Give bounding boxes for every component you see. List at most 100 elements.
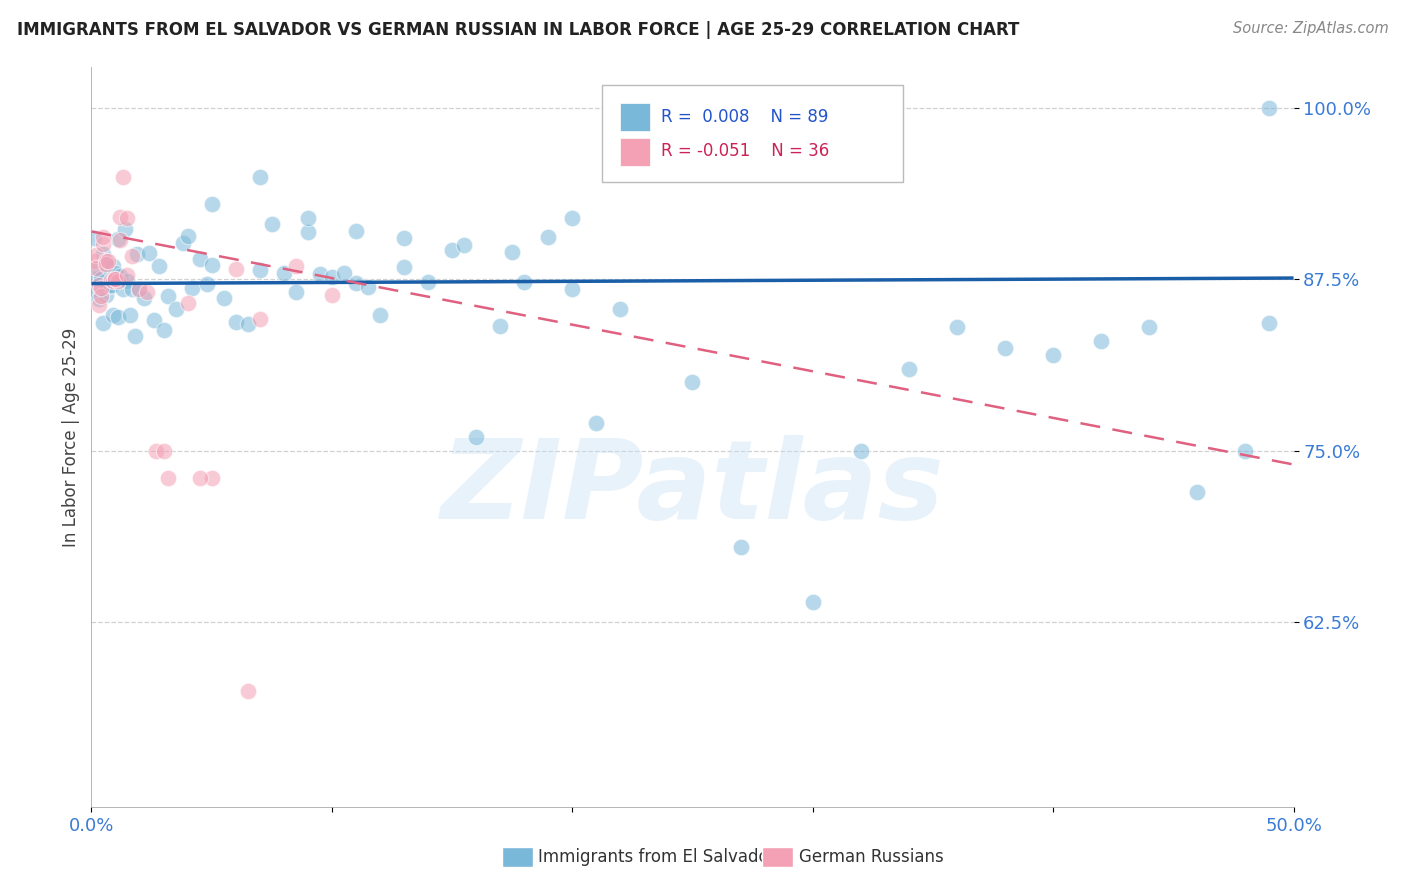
FancyBboxPatch shape (602, 86, 903, 182)
Point (1187, 484, 1209, 499)
Point (90, 272, 112, 286)
Point (114, 222, 136, 236)
Point (121, 282, 143, 296)
Point (440, 243, 463, 257)
Bar (620, 103, 651, 131)
Point (681, 376, 703, 390)
Point (124, 329, 146, 343)
Point (201, 259, 224, 273)
Point (368, 308, 391, 322)
Point (94, 254, 117, 268)
Point (83, 254, 105, 268)
Point (585, 417, 607, 431)
Point (308, 267, 330, 281)
Point (87, 298, 110, 312)
Point (134, 291, 156, 305)
Point (849, 443, 872, 458)
Point (344, 276, 367, 290)
Point (392, 231, 415, 245)
Text: ZIPatlas: ZIPatlas (440, 435, 945, 542)
Point (513, 275, 536, 289)
Point (416, 275, 439, 289)
Bar (620, 138, 651, 166)
Point (107, 274, 129, 288)
Point (284, 285, 307, 300)
Point (609, 301, 631, 316)
Point (117, 268, 139, 282)
Point (1042, 348, 1064, 362)
Point (453, 238, 475, 252)
Point (84, 260, 107, 275)
Point (249, 312, 271, 326)
Point (188, 471, 211, 485)
Point (225, 315, 247, 329)
Text: Immigrants from El Salvador: Immigrants from El Salvador (538, 848, 776, 866)
Point (357, 280, 380, 294)
Point (172, 236, 194, 251)
Point (93, 230, 115, 244)
Point (128, 282, 150, 296)
Point (181, 280, 204, 294)
Point (90, 288, 112, 302)
Point (730, 540, 752, 554)
Point (100, 278, 122, 293)
Point (225, 261, 247, 276)
Point (537, 230, 560, 244)
Point (110, 211, 132, 225)
Point (148, 259, 170, 273)
Point (84, 284, 107, 298)
Point (104, 272, 127, 286)
Point (94, 257, 117, 271)
Point (93, 236, 115, 251)
Point (561, 282, 583, 296)
Point (897, 361, 920, 376)
Point (87, 277, 110, 292)
Point (1258, 316, 1281, 330)
Point (236, 317, 259, 331)
Point (321, 288, 343, 302)
Point (135, 285, 157, 300)
Point (1090, 334, 1112, 348)
Point (90, 280, 112, 294)
Point (201, 471, 224, 485)
Point (100, 273, 122, 287)
Point (157, 289, 180, 303)
Point (93, 316, 115, 330)
Text: R =  0.008    N = 89: R = 0.008 N = 89 (661, 108, 828, 126)
Point (101, 308, 124, 322)
Point (801, 594, 824, 608)
Point (165, 302, 187, 317)
Point (157, 471, 180, 485)
Point (561, 211, 583, 225)
Point (84, 271, 107, 285)
Point (104, 266, 127, 280)
Text: German Russians: German Russians (799, 848, 943, 866)
Point (249, 263, 271, 277)
Text: R = -0.051    N = 36: R = -0.051 N = 36 (661, 143, 830, 161)
Point (333, 266, 356, 280)
Point (249, 169, 271, 184)
Point (118, 308, 141, 322)
Text: Source: ZipAtlas.com: Source: ZipAtlas.com (1233, 21, 1389, 37)
Point (107, 232, 129, 246)
Point (176, 296, 198, 310)
Point (84, 248, 107, 262)
Point (297, 211, 319, 225)
Point (297, 225, 319, 239)
Point (260, 217, 283, 231)
Point (946, 320, 969, 334)
Point (101, 259, 124, 273)
Point (110, 233, 132, 247)
Point (1137, 320, 1160, 334)
Point (128, 283, 150, 297)
Point (97, 277, 120, 291)
Point (94, 258, 117, 272)
Point (501, 244, 523, 259)
Point (104, 272, 127, 286)
Point (138, 246, 160, 260)
Point (212, 291, 235, 305)
Point (1258, 101, 1281, 115)
Point (152, 443, 174, 458)
Point (93, 247, 115, 261)
Point (87, 262, 110, 277)
